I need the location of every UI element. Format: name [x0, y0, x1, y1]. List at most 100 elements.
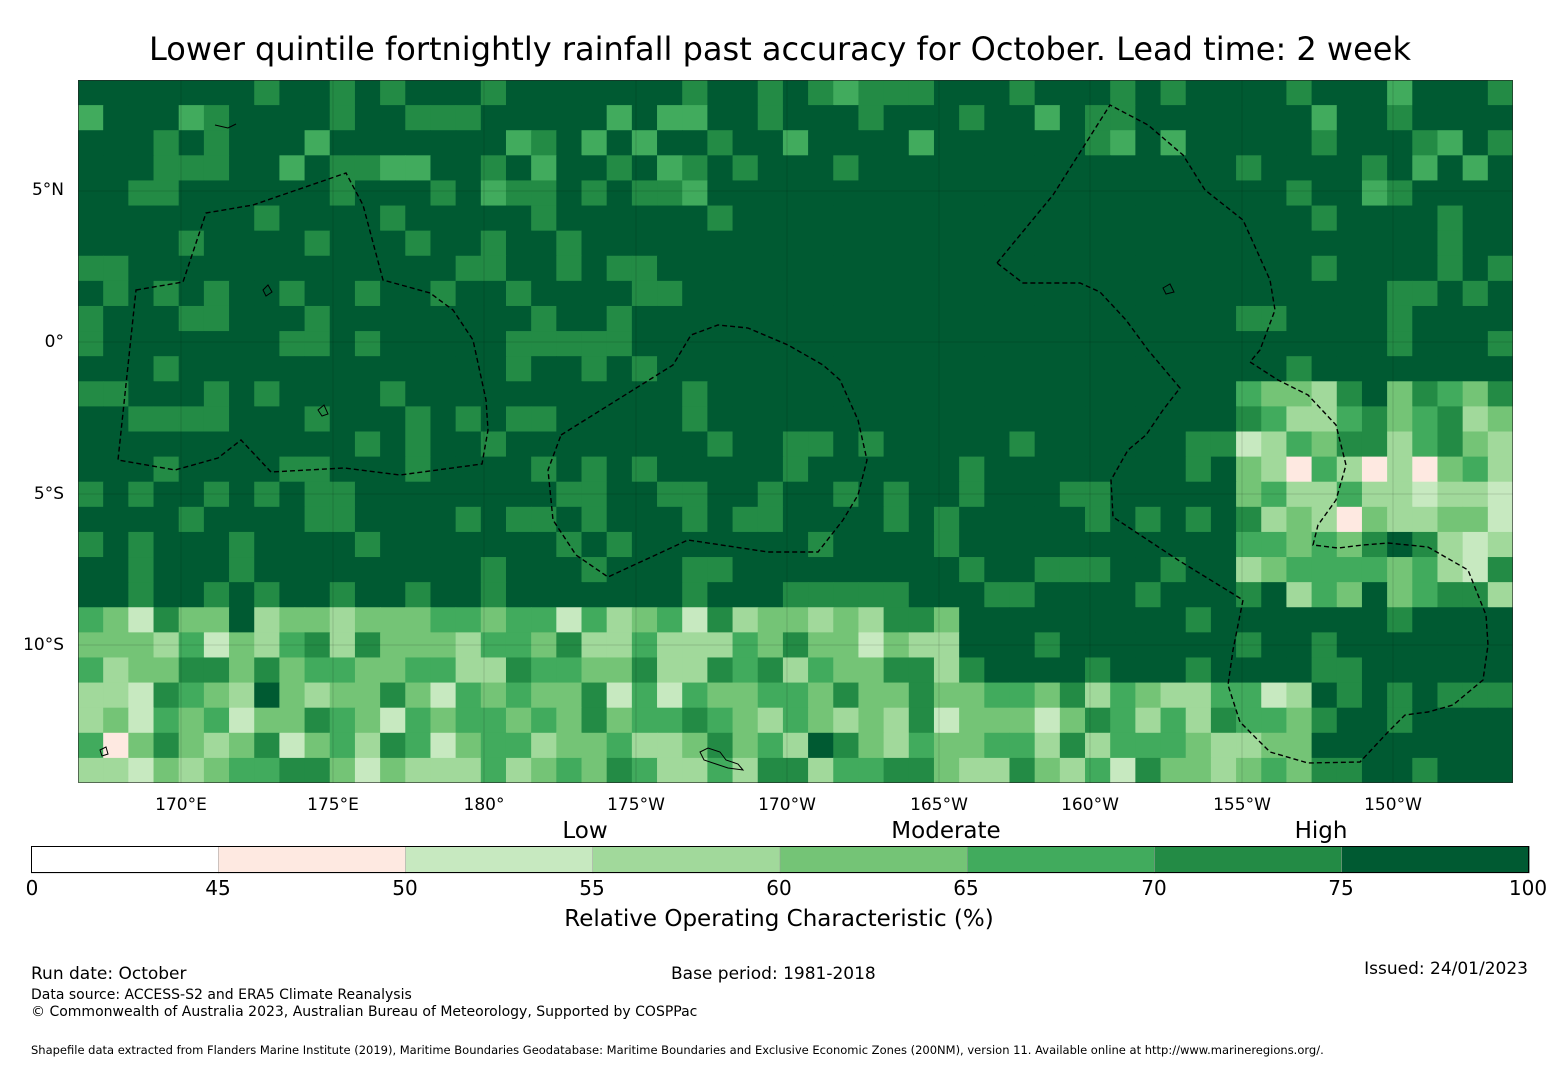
map-cell — [1261, 657, 1288, 684]
map-cell — [1185, 531, 1212, 558]
map-cell — [732, 732, 759, 759]
map-cell — [1361, 130, 1388, 156]
map-cell — [304, 707, 331, 734]
map-cell — [1311, 381, 1338, 407]
map-cell — [480, 230, 507, 257]
map-cell — [1085, 155, 1111, 182]
map-cell — [178, 557, 205, 583]
map-cell — [908, 582, 935, 608]
map-cell — [203, 732, 230, 759]
map-cell — [1361, 632, 1388, 659]
copyright: © Commonwealth of Australia 2023, Austra… — [31, 1004, 698, 1020]
map-cell — [203, 180, 230, 207]
map-cell — [1387, 331, 1413, 357]
map-cell — [933, 331, 960, 357]
map-cell — [833, 456, 860, 483]
map-cell — [1437, 305, 1464, 332]
issued-date: Issued: 24/01/2023 — [1364, 959, 1528, 979]
colorbar-tick-100: 100 — [1508, 876, 1548, 900]
map-cell — [757, 732, 784, 759]
map-cell — [279, 757, 306, 783]
map-cell — [1462, 356, 1489, 382]
map-cell — [657, 607, 683, 633]
map-cell — [329, 607, 356, 633]
map-cell — [1236, 682, 1262, 709]
map-cell — [1311, 205, 1338, 232]
map-cell — [480, 707, 507, 734]
map-cell — [1462, 255, 1489, 282]
map-cell — [1261, 456, 1288, 483]
map-cell — [1085, 456, 1111, 483]
map-cell — [505, 481, 532, 508]
map-cell — [178, 331, 205, 357]
map-cell — [959, 205, 985, 232]
map-cell — [1336, 431, 1363, 458]
map-cell — [1311, 732, 1338, 759]
map-cell — [1487, 632, 1513, 659]
map-cell — [354, 707, 381, 734]
map-cell — [933, 707, 960, 734]
map-cell — [631, 506, 658, 533]
map-cell — [808, 682, 834, 709]
map-cell — [480, 381, 507, 407]
map-cell — [405, 331, 432, 357]
map-cell — [304, 506, 331, 533]
map-cell — [1210, 305, 1237, 332]
map-cell — [455, 255, 482, 282]
map-cell — [380, 381, 406, 407]
map-cell — [279, 381, 306, 407]
map-cell — [1412, 205, 1439, 232]
map-cell — [1185, 481, 1212, 508]
map-cell — [657, 481, 683, 508]
map-cell — [858, 255, 885, 282]
map-cell — [354, 406, 381, 433]
map-cell — [1437, 657, 1464, 684]
map-cell — [203, 757, 230, 783]
map-cell — [682, 356, 708, 382]
map-cell — [933, 531, 960, 558]
map-cell — [933, 230, 960, 257]
map-cell — [1135, 180, 1162, 207]
map-cell — [1009, 205, 1036, 232]
map-cell — [405, 105, 432, 131]
map-cell — [178, 582, 205, 608]
map-cell — [808, 582, 834, 608]
map-cell — [1185, 657, 1212, 684]
map-cell — [808, 406, 834, 433]
map-cell — [304, 431, 331, 458]
map-cell — [657, 431, 683, 458]
map-cell — [229, 180, 255, 207]
map-cell — [229, 757, 255, 783]
map-cell — [279, 506, 306, 533]
map-cell — [1412, 356, 1439, 382]
map-cell — [883, 431, 910, 458]
map-cell — [1085, 180, 1111, 207]
map-cell — [1412, 406, 1439, 433]
map-cell — [304, 205, 331, 232]
map-cell — [1311, 506, 1338, 533]
map-cell — [1286, 757, 1313, 783]
map-cell — [782, 255, 809, 282]
map-cell — [480, 105, 507, 131]
map-cell — [279, 105, 306, 131]
map-cell — [959, 130, 985, 156]
map-cell — [1336, 707, 1363, 734]
map-cell — [858, 155, 885, 182]
map-cell — [203, 280, 230, 307]
map-cell — [78, 356, 104, 382]
map-cell — [531, 280, 557, 307]
map-cell — [1059, 230, 1086, 257]
map-cell — [984, 557, 1011, 583]
coastline-atoll — [214, 123, 237, 129]
map-cell — [1311, 757, 1338, 783]
map-cell — [1009, 657, 1036, 684]
map-cell — [229, 255, 255, 282]
map-cell — [405, 582, 432, 608]
map-cell — [480, 80, 507, 106]
map-cell — [1387, 557, 1413, 583]
map-cell — [1236, 632, 1262, 659]
map-cell — [329, 531, 356, 558]
map-cell — [153, 557, 180, 583]
map-cell — [1160, 757, 1187, 783]
map-cell — [329, 205, 356, 232]
